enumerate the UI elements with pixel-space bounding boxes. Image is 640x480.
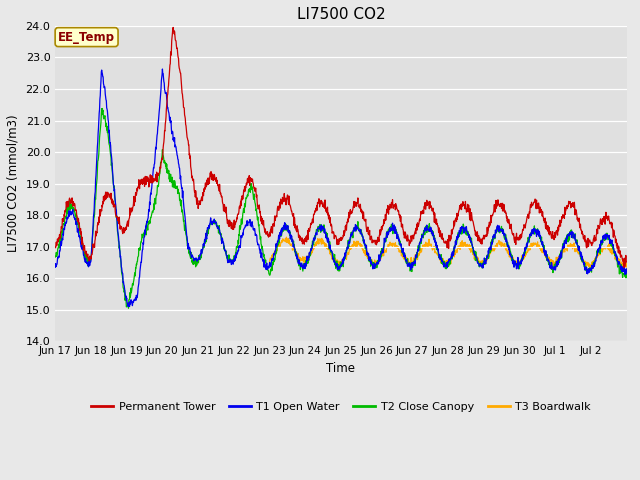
Title: LI7500 CO2: LI7500 CO2 [296,7,385,22]
X-axis label: Time: Time [326,362,355,375]
Legend: Permanent Tower, T1 Open Water, T2 Close Canopy, T3 Boardwalk: Permanent Tower, T1 Open Water, T2 Close… [86,397,595,417]
Y-axis label: LI7500 CO2 (mmol/m3): LI7500 CO2 (mmol/m3) [7,115,20,252]
Text: EE_Temp: EE_Temp [58,31,115,44]
